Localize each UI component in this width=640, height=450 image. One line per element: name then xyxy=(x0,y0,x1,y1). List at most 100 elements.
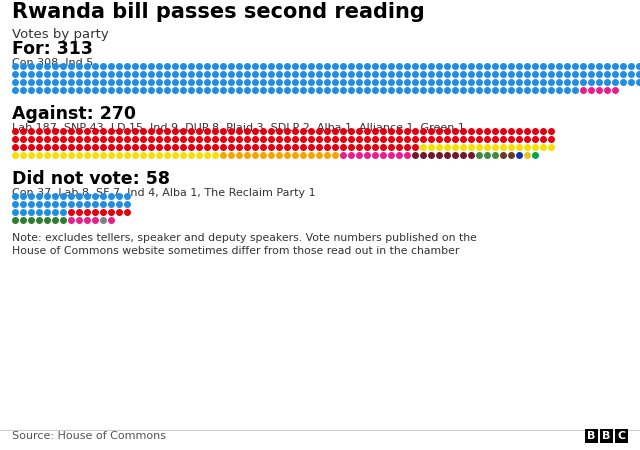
Circle shape xyxy=(340,144,347,151)
Circle shape xyxy=(20,79,27,86)
Circle shape xyxy=(276,152,283,159)
Circle shape xyxy=(444,63,451,70)
Circle shape xyxy=(500,136,507,143)
Circle shape xyxy=(284,71,291,78)
Circle shape xyxy=(84,63,91,70)
Circle shape xyxy=(356,144,363,151)
Circle shape xyxy=(628,63,635,70)
Circle shape xyxy=(484,79,491,86)
Circle shape xyxy=(388,144,395,151)
Circle shape xyxy=(516,79,523,86)
Circle shape xyxy=(28,193,35,200)
Circle shape xyxy=(68,217,75,224)
Circle shape xyxy=(236,144,243,151)
Circle shape xyxy=(412,79,419,86)
Circle shape xyxy=(548,79,555,86)
Circle shape xyxy=(340,87,347,94)
Circle shape xyxy=(12,79,19,86)
Circle shape xyxy=(596,87,603,94)
Circle shape xyxy=(348,79,355,86)
Circle shape xyxy=(28,63,35,70)
Circle shape xyxy=(460,79,467,86)
Circle shape xyxy=(236,152,243,159)
Circle shape xyxy=(268,144,275,151)
Circle shape xyxy=(476,144,483,151)
Circle shape xyxy=(156,63,163,70)
Circle shape xyxy=(324,87,331,94)
Circle shape xyxy=(268,152,275,159)
Circle shape xyxy=(12,144,19,151)
Circle shape xyxy=(508,144,515,151)
Circle shape xyxy=(540,63,547,70)
Circle shape xyxy=(604,87,611,94)
Circle shape xyxy=(500,71,507,78)
Circle shape xyxy=(116,63,123,70)
Circle shape xyxy=(132,79,139,86)
Circle shape xyxy=(204,152,211,159)
Circle shape xyxy=(356,152,363,159)
Circle shape xyxy=(92,63,99,70)
Circle shape xyxy=(84,136,91,143)
Circle shape xyxy=(572,63,579,70)
Circle shape xyxy=(116,128,123,135)
Circle shape xyxy=(540,128,547,135)
Circle shape xyxy=(60,201,67,208)
Circle shape xyxy=(116,79,123,86)
Circle shape xyxy=(420,79,427,86)
Text: Did not vote: 58: Did not vote: 58 xyxy=(12,170,170,188)
Circle shape xyxy=(380,136,387,143)
Circle shape xyxy=(100,128,107,135)
Circle shape xyxy=(196,128,203,135)
Circle shape xyxy=(428,71,435,78)
Circle shape xyxy=(156,136,163,143)
Circle shape xyxy=(452,79,459,86)
Circle shape xyxy=(388,87,395,94)
Circle shape xyxy=(60,209,67,216)
Circle shape xyxy=(60,71,67,78)
Circle shape xyxy=(412,128,419,135)
Circle shape xyxy=(52,136,59,143)
Circle shape xyxy=(412,87,419,94)
Circle shape xyxy=(284,128,291,135)
Text: Source: House of Commons: Source: House of Commons xyxy=(12,431,166,441)
Circle shape xyxy=(428,79,435,86)
Circle shape xyxy=(348,136,355,143)
Circle shape xyxy=(108,136,115,143)
Circle shape xyxy=(44,152,51,159)
Circle shape xyxy=(164,87,171,94)
Circle shape xyxy=(516,152,523,159)
Circle shape xyxy=(84,144,91,151)
Circle shape xyxy=(20,193,27,200)
Circle shape xyxy=(220,152,227,159)
Circle shape xyxy=(268,87,275,94)
Circle shape xyxy=(404,128,411,135)
Circle shape xyxy=(380,87,387,94)
Circle shape xyxy=(396,136,403,143)
Circle shape xyxy=(196,152,203,159)
Circle shape xyxy=(84,79,91,86)
Circle shape xyxy=(116,87,123,94)
Circle shape xyxy=(508,128,515,135)
Circle shape xyxy=(540,79,547,86)
Circle shape xyxy=(252,152,259,159)
Circle shape xyxy=(564,87,571,94)
Circle shape xyxy=(476,63,483,70)
Circle shape xyxy=(532,87,539,94)
Circle shape xyxy=(276,128,283,135)
Circle shape xyxy=(132,128,139,135)
Circle shape xyxy=(276,136,283,143)
Circle shape xyxy=(508,136,515,143)
Circle shape xyxy=(356,71,363,78)
Circle shape xyxy=(412,152,419,159)
Circle shape xyxy=(132,87,139,94)
Circle shape xyxy=(76,152,83,159)
Circle shape xyxy=(500,128,507,135)
Circle shape xyxy=(380,79,387,86)
Circle shape xyxy=(252,87,259,94)
Circle shape xyxy=(20,128,27,135)
Circle shape xyxy=(332,87,339,94)
Circle shape xyxy=(404,63,411,70)
Circle shape xyxy=(372,87,379,94)
Circle shape xyxy=(532,144,539,151)
Circle shape xyxy=(356,63,363,70)
